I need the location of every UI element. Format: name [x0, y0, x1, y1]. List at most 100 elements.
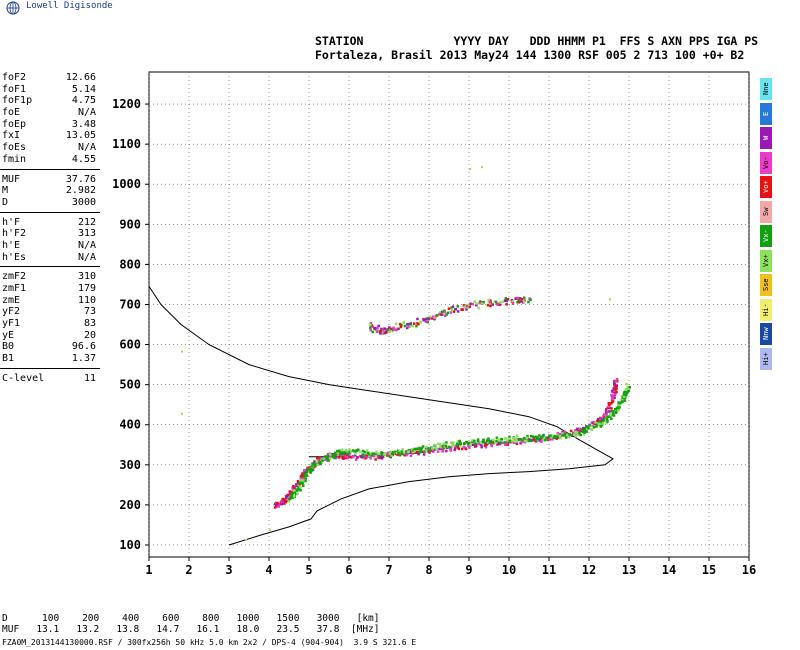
- o-mode-trace-point: [337, 456, 341, 459]
- param-name: D: [2, 196, 9, 208]
- x-mode-trace-point: [423, 450, 427, 453]
- o-mode-trace-point: [343, 452, 346, 456]
- param-name: h'Es: [2, 251, 27, 263]
- x-mode-trace-point: [354, 452, 357, 456]
- o-mode-trace-point: [457, 447, 461, 451]
- oblique-trace-point: [443, 309, 446, 312]
- header-labels: STATION YYYY DAY DDD HHMM P1 FFS S AXN P…: [315, 34, 759, 48]
- oblique-trace-point: [463, 305, 467, 309]
- x-tick-label: 16: [742, 563, 756, 577]
- o-mode-trace-point: [312, 466, 315, 470]
- oblique-trace-point: [391, 329, 394, 333]
- x-mode-trace-point: [451, 443, 454, 446]
- x-mode-trace-point: [463, 442, 466, 446]
- o-mode-trace-point: [547, 436, 550, 439]
- param-row: B1 1.37: [0, 353, 100, 365]
- muf-table: D 100 200 400 600 800 1000 1500 3000 [km…: [2, 613, 380, 635]
- o-mode-trace-point: [484, 446, 488, 449]
- legend-vx: Vx-: [760, 225, 772, 247]
- o-mode-trace-point: [374, 452, 378, 455]
- x-mode-trace-point: [303, 473, 307, 476]
- o-mode-trace-point: [289, 490, 292, 493]
- x-mode-trace-point: [380, 451, 383, 454]
- x-mode-trace-point: [289, 497, 292, 500]
- x-mode-trace-point: [405, 450, 408, 454]
- x-mode-trace-point: [393, 450, 397, 453]
- x-mode-trace-point: [388, 455, 391, 458]
- o-mode-trace-point: [605, 412, 608, 416]
- x-mode-trace-point: [626, 387, 630, 390]
- o-mode-trace-point: [386, 454, 389, 457]
- o-mode-trace-point: [381, 455, 384, 459]
- oblique-trace-point: [488, 300, 492, 304]
- x-tick-label: 12: [582, 563, 596, 577]
- scatter-point: [609, 298, 611, 301]
- scatter-point: [269, 528, 271, 531]
- oblique-trace-point: [376, 329, 379, 333]
- o-mode-trace-point: [581, 428, 585, 431]
- x-mode-trace-point: [587, 427, 590, 430]
- o-mode-trace-point: [344, 456, 347, 460]
- x-mode-trace-point: [610, 417, 613, 421]
- oblique-trace-point: [388, 326, 391, 329]
- o-mode-trace-point: [276, 501, 279, 505]
- x-mode-trace-point: [602, 419, 606, 422]
- param-value: N/A: [77, 107, 96, 119]
- o-mode-trace-point: [366, 455, 369, 458]
- x-mode-trace-point: [426, 447, 430, 450]
- o-mode-trace-point: [613, 396, 616, 399]
- x-mode-trace-point: [299, 489, 302, 492]
- oblique-trace-point: [374, 327, 377, 330]
- o-mode-trace-point: [614, 392, 617, 396]
- x-mode-trace-point: [499, 441, 503, 444]
- plot-frame: [148, 71, 750, 558]
- x-mode-trace-point: [339, 452, 342, 456]
- x-mode-trace-point: [525, 439, 528, 442]
- x-mode-trace-point: [309, 469, 312, 472]
- x-mode-trace-point: [480, 440, 484, 444]
- x-tick-label: 8: [425, 563, 432, 577]
- logo-text: Lowell Digisonde: [26, 1, 113, 11]
- x-tick-label: 2: [185, 563, 192, 577]
- x-mode-trace-point: [625, 387, 628, 391]
- oblique-trace-point: [496, 302, 500, 306]
- x-mode-trace-point: [585, 425, 589, 429]
- o-mode-trace-point: [613, 381, 616, 385]
- o-mode-trace-point: [603, 413, 606, 416]
- x-mode-trace-point: [312, 462, 316, 465]
- oblique-trace-point: [385, 331, 388, 334]
- x-mode-trace-point: [362, 449, 365, 453]
- scatter-point: [481, 166, 483, 169]
- o-mode-trace-point: [608, 410, 611, 413]
- o-mode-trace-point: [281, 502, 285, 505]
- x-mode-trace-point: [316, 463, 320, 467]
- x-mode-trace-point: [425, 449, 428, 452]
- param-row: fxI 13.05: [0, 130, 100, 142]
- x-tick-label: 7: [385, 563, 392, 577]
- x-mode-trace-point: [542, 433, 545, 437]
- param-value: 212: [77, 216, 96, 228]
- o-mode-trace-point: [477, 442, 480, 446]
- x-mode-trace-point: [576, 431, 579, 434]
- x-mode-trace-point: [321, 459, 324, 462]
- x-mode-trace-point: [400, 450, 404, 453]
- oblique-trace-point: [392, 326, 395, 329]
- legend-nnw: Nnw: [760, 323, 772, 345]
- x-mode-trace-point: [380, 453, 384, 456]
- x-mode-trace-point: [301, 482, 304, 485]
- x-mode-trace-point: [417, 450, 421, 454]
- oblique-trace-point: [440, 310, 444, 313]
- param-value: 20: [83, 329, 96, 341]
- x-mode-trace-point: [563, 434, 566, 437]
- x-mode-trace-point: [618, 406, 621, 409]
- o-mode-trace-point: [428, 451, 431, 454]
- x-mode-trace-point: [431, 447, 434, 450]
- x-mode-trace-point: [340, 448, 343, 452]
- x-mode-trace-point: [319, 459, 323, 463]
- o-mode-trace-point: [446, 446, 449, 449]
- x-mode-trace-point: [606, 420, 609, 423]
- oblique-trace-point: [505, 299, 508, 303]
- o-mode-trace-point: [334, 456, 338, 460]
- o-mode-trace-point: [611, 400, 614, 404]
- x-mode-trace-point: [333, 451, 337, 455]
